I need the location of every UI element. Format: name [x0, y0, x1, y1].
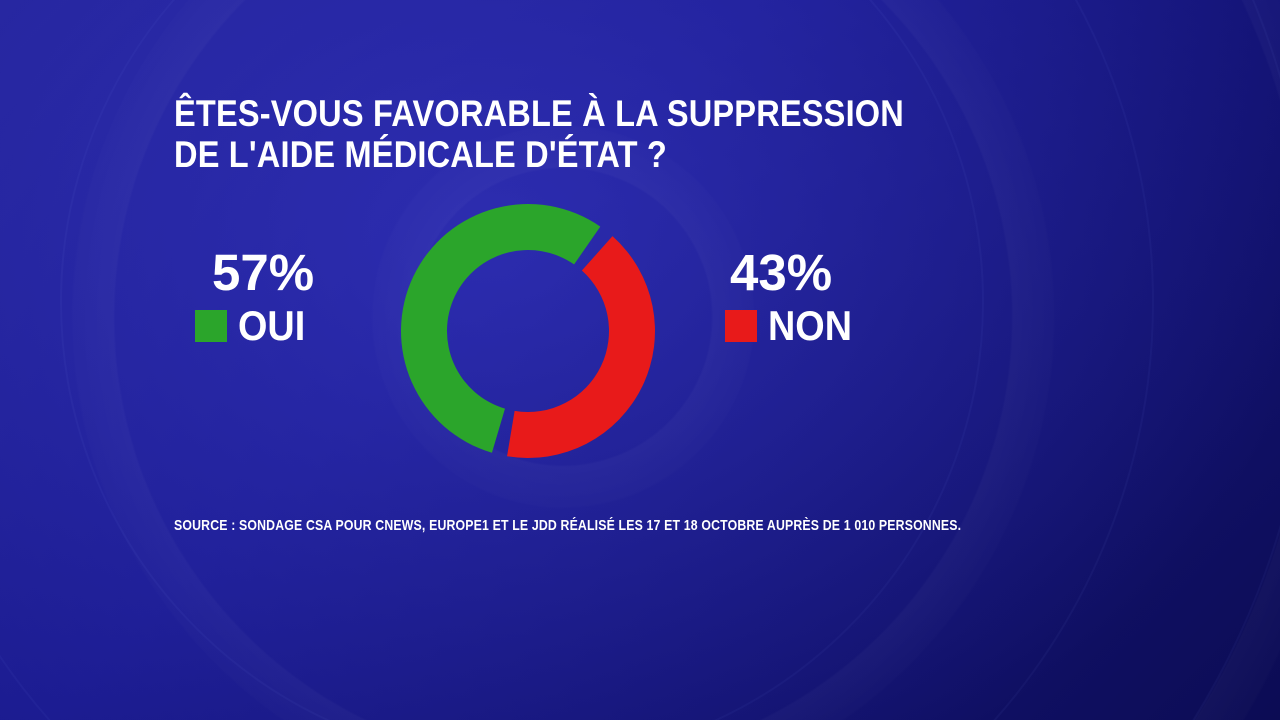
oui-label: OUI — [238, 302, 306, 349]
donut-chart — [400, 203, 655, 459]
page-title: ÊTES-VOUS FAVORABLE À LA SUPPRESSION DE … — [174, 93, 1004, 175]
donut-segment-oui — [400, 203, 601, 453]
source-text: SOURCE : SONDAGE CSA POUR CNEWS, EUROPE1… — [174, 517, 962, 534]
non-label: NON — [768, 302, 853, 349]
stat-block-oui: 57% OUI — [195, 244, 315, 349]
title-line-2: DE L'AIDE MÉDICALE D'ÉTAT ? — [174, 134, 667, 175]
title-line-1: ÊTES-VOUS FAVORABLE À LA SUPPRESSION — [174, 93, 904, 134]
oui-color-swatch — [195, 310, 227, 342]
non-percent: 43% — [730, 244, 833, 301]
legend-row-oui: OUI — [195, 302, 314, 349]
donut-chart-container — [398, 201, 658, 461]
donut-segment-non — [507, 236, 655, 459]
stat-block-non: 43% NON — [725, 244, 861, 349]
non-color-swatch — [725, 310, 757, 342]
oui-percent: 57% — [212, 244, 315, 301]
legend-row-non: NON — [725, 302, 861, 349]
